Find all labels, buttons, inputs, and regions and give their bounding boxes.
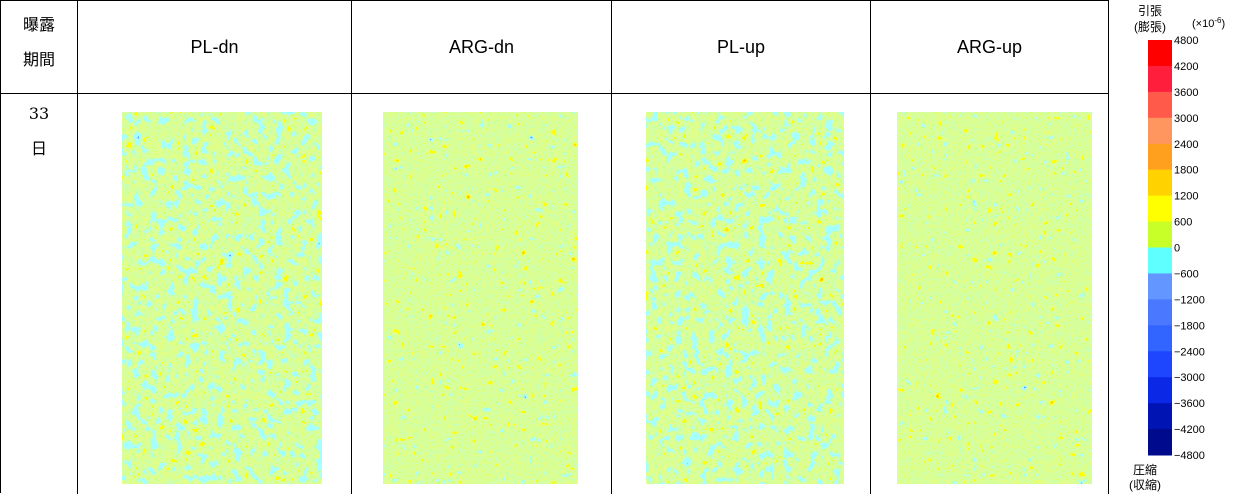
scale-label: −4200 [1174,424,1205,436]
scale-top: 引張 [1138,4,1162,18]
period-line: 期間 [22,50,55,69]
column-header: ARG-dn [352,1,612,94]
scale-band [1148,403,1172,430]
scale-band [1148,325,1172,352]
strain-map [646,112,844,484]
scale-label: 4200 [1174,61,1198,73]
image-cell [78,94,352,494]
scale-band [1148,299,1172,326]
scale-band [1148,40,1172,67]
column-header: PL-up [612,1,871,94]
unit-close: ) [1221,18,1225,30]
scale-band [1148,169,1172,197]
scale-band [1148,273,1172,300]
scale-bottom: 圧縮 [1133,462,1157,477]
unit-base: (×10 [1192,18,1214,30]
strain-map [897,112,1092,484]
scale-label: 3000 [1174,113,1198,125]
image-cell [871,94,1109,494]
scale-label: −600 [1174,268,1199,280]
period-line: 日 [30,139,47,158]
scale-band [1148,195,1172,223]
scale-label: 3600 [1174,87,1198,99]
scale-label: 2400 [1174,139,1198,151]
scale-label: 0 [1174,243,1180,255]
strain-map [122,112,322,484]
strain-maps [122,112,1092,484]
scale-unit: (×10-6) [1192,16,1225,30]
image-cell [612,94,871,494]
scale-label: −1200 [1174,294,1205,306]
scale-band [1148,351,1172,378]
scale-label: −1800 [1174,320,1205,332]
period-cell: 33 日 [1,94,78,494]
scale-label: 4800 [1174,35,1198,47]
scale-band [1148,91,1172,119]
scale-label: 1800 [1174,165,1198,177]
color-scale: 引張 (膨張) (×10-6) 圧縮 (収縮) 4800 4200 3600 3000… [1129,4,1225,492]
period-header: 曝露 期間 [1,1,78,94]
period-line: 曝露 [22,15,55,34]
scale-bottom: (収縮) [1129,477,1161,492]
table: 曝露 期間 PL-dn ARG-dn PL-up ARG-up 33 日 [0,0,1109,494]
image-cell [352,94,612,494]
scale-band [1148,143,1172,171]
scale-label: 1200 [1174,191,1198,203]
period-line: 33 [28,104,50,123]
scale-label: −3000 [1174,372,1205,384]
scale-band [1148,221,1172,248]
scale-label: −2400 [1174,346,1205,358]
scale-band [1148,247,1172,274]
unit-exponent: -6 [1214,16,1222,25]
scale-band [1148,117,1172,145]
scale-label: −4800 [1174,450,1205,462]
strain-map [383,112,578,484]
column-header: ARG-up [871,1,1109,94]
scale-label: −3600 [1174,398,1205,410]
scale-label: 600 [1174,217,1192,229]
scale-band [1148,429,1172,456]
scale-top: (膨張) [1134,20,1166,34]
column-header: PL-dn [78,1,352,94]
scale-band [1148,377,1172,404]
scale-band [1148,65,1172,93]
